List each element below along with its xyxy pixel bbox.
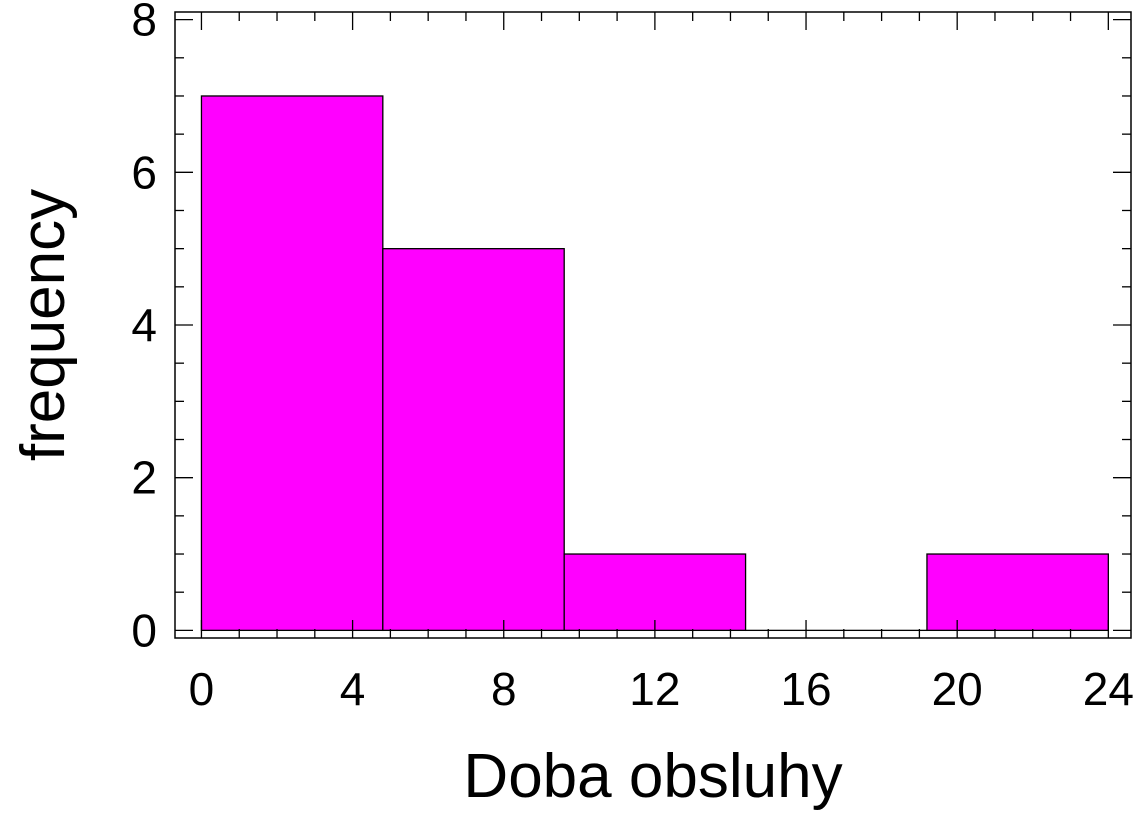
- x-tick-label-3: 12: [629, 663, 680, 715]
- x-tick-label-0: 0: [189, 663, 215, 715]
- y-tick-label-2: 4: [131, 299, 157, 351]
- y-tick-label-4: 8: [131, 0, 157, 46]
- x-tick-label-5: 20: [932, 663, 983, 715]
- histogram-bar-1: [383, 249, 564, 631]
- x-axis-label: Doba obsluhy: [463, 742, 842, 811]
- x-tick-label-6: 24: [1083, 663, 1134, 715]
- histogram-bar-4: [927, 554, 1108, 630]
- histogram-bar-0: [201, 96, 382, 630]
- y-tick-label-0: 0: [131, 604, 157, 656]
- x-tick-label-1: 4: [340, 663, 366, 715]
- histogram-bar-2: [564, 554, 745, 630]
- x-tick-label-4: 16: [780, 663, 831, 715]
- y-tick-label-3: 6: [131, 146, 157, 198]
- y-tick-label-1: 2: [131, 452, 157, 504]
- y-axis-label: frequency: [9, 189, 78, 461]
- bars-group: [201, 96, 1108, 630]
- x-tick-label-2: 8: [491, 663, 517, 715]
